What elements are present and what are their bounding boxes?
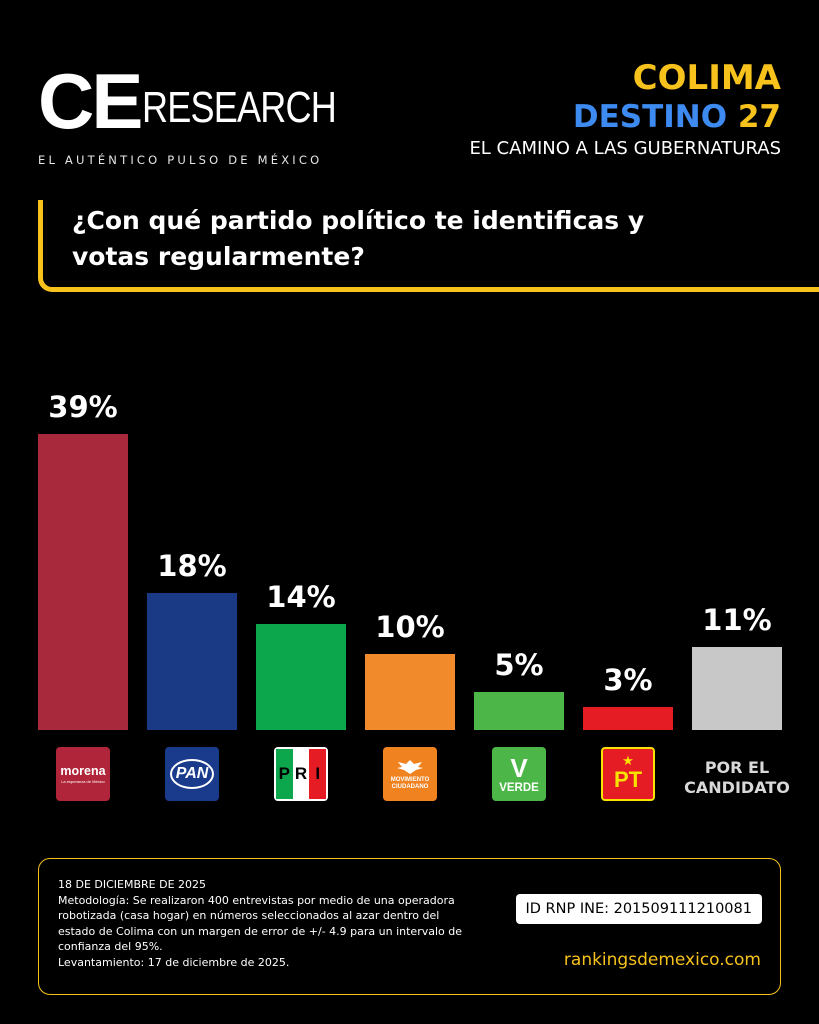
destino-word: DESTINO <box>572 99 728 135</box>
mc-logo-line2: CIUDADANO <box>391 784 429 790</box>
pan-logo: PAN <box>165 747 219 801</box>
header-right: COLIMA DESTINO 27 EL CAMINO A LAS GUBERN… <box>469 58 781 162</box>
bar-4 <box>365 654 455 730</box>
levantamiento-text: Levantamiento: 17 de diciembre de 2025. <box>58 956 290 969</box>
bar-value-label-2: 18% <box>157 549 227 583</box>
methodology-box: 18 DE DICIEMBRE DE 2025 Metodología: Se … <box>38 858 781 995</box>
pt-logo: ★ PT <box>601 747 655 801</box>
movimiento-ciudadano-logo: MOVIMIENTO CIUDADANO <box>383 747 437 801</box>
logo-ce: CE <box>38 57 143 145</box>
star-icon: ★ <box>622 754 634 769</box>
logo-tagline: EL AUTÉNTICO PULSO DE MÉXICO <box>38 153 323 167</box>
state-title: COLIMA <box>632 58 781 98</box>
bar-value-label-3: 14% <box>266 580 336 614</box>
bar-2 <box>147 593 237 730</box>
bar-value-label-7: 11% <box>702 603 772 637</box>
pri-letter-r: R <box>292 749 310 799</box>
bar-6 <box>583 707 673 730</box>
morena-logo-text: morena <box>60 764 106 778</box>
bar-value-label-6: 3% <box>603 663 653 697</box>
verde-logo-text: VERDE <box>499 782 539 794</box>
bar-value-label-5: 5% <box>494 648 544 682</box>
bar-chart: 39% 18% 14% 10% 5% 3% 11% <box>0 380 819 730</box>
question-frame <box>38 200 819 292</box>
bar-7 <box>692 647 782 730</box>
bar-3 <box>256 624 346 730</box>
mc-logo-line1: MOVIMIENTO <box>390 777 430 783</box>
pri-letter-i: I <box>309 749 327 799</box>
bar-1 <box>38 434 128 730</box>
verde-logo-v: V <box>510 753 528 783</box>
website-link[interactable]: rankingsdemexico.com <box>563 950 761 970</box>
verde-logo: V VERDE <box>492 747 546 801</box>
por-el-candidato-label: POR EL CANDIDATO <box>684 758 790 797</box>
pan-logo-text: PAN <box>170 759 214 789</box>
destino-title: DESTINO 27 <box>469 98 781 136</box>
logo-research: RESEARCH <box>142 83 337 132</box>
eagle-icon <box>397 760 423 774</box>
bar-value-label-1: 39% <box>48 390 118 424</box>
methodology-text: Metodología: Se realizaron 400 entrevist… <box>58 893 463 954</box>
survey-date: 18 DE DICIEMBRE DE 2025 <box>58 878 207 891</box>
morena-logo: morena La esperanza de México <box>56 747 110 801</box>
destino-number: 27 <box>737 99 781 135</box>
pt-logo-text: PT <box>613 767 643 792</box>
ce-research-logo: CE RESEARCH <box>38 57 379 145</box>
morena-logo-slogan: La esperanza de México <box>61 779 105 784</box>
bar-5 <box>474 692 564 730</box>
bar-value-label-4: 10% <box>375 610 445 644</box>
question-text: ¿Con qué partido político te identificas… <box>72 206 645 271</box>
header-subtitle: EL CAMINO A LAS GUBERNATURAS <box>469 138 781 159</box>
pri-letter-p: P <box>276 749 293 799</box>
rnp-badge: ID RNP INE: 201509111210081 <box>515 894 762 924</box>
pri-logo: P R I <box>274 747 328 801</box>
